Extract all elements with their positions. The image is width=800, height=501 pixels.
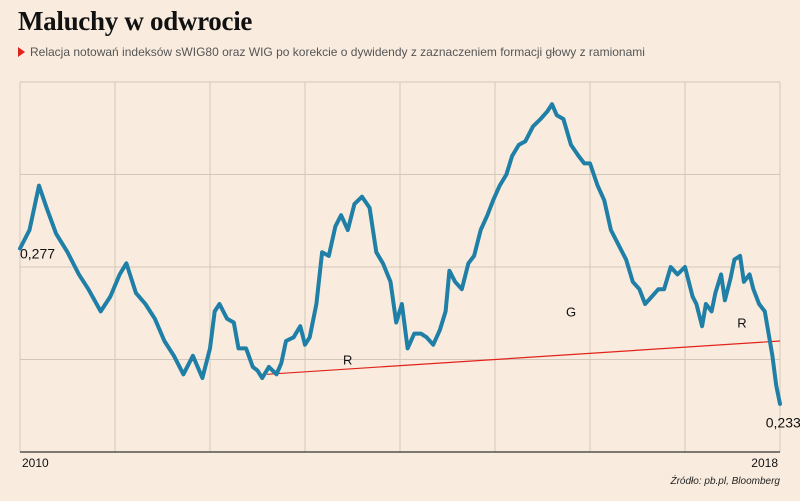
- annotation-label: R: [343, 353, 352, 368]
- x-tick-label: 2018: [751, 456, 778, 470]
- annotation-label: G: [566, 304, 576, 319]
- x-tick-label: 2010: [22, 456, 49, 470]
- source-note: Źródło: pb.pl, Bloomberg: [670, 476, 780, 487]
- triangle-bullet-icon: [18, 47, 25, 57]
- chart-subtitle-row: Relacja notowań indeksów sWIG80 oraz WIG…: [18, 45, 645, 59]
- grid-lines: [19, 81, 781, 453]
- chart-title: Maluchy w odwrocie: [18, 6, 253, 36]
- chart-labels: 0,277 R G R 0,233 2010 2018: [20, 246, 800, 471]
- series-line: [18, 102, 782, 406]
- annotation-label: R: [737, 316, 746, 331]
- annotation-label: 0,277: [20, 246, 55, 262]
- chart-subtitle: Relacja notowań indeksów sWIG80 oraz WIG…: [30, 45, 645, 59]
- neckline-trendline: [266, 340, 781, 375]
- annotation-label: 0,233: [766, 414, 800, 430]
